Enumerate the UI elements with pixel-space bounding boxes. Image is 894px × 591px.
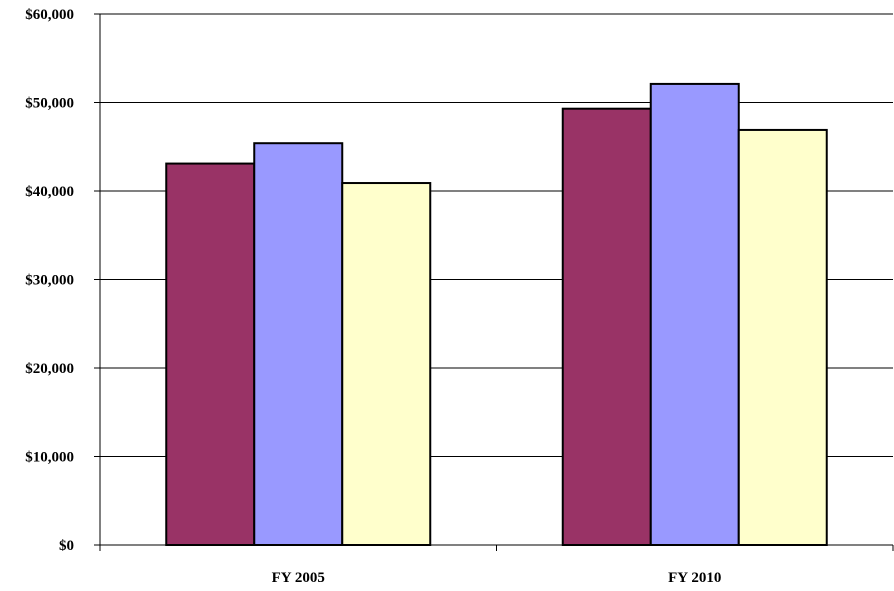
y-tick-label: $10,000 — [25, 450, 74, 466]
bar — [253, 142, 344, 547]
y-tick-labels: $0 $10,000 $20,000 $30,000 $40,000 $50,000 $60… — [25, 7, 74, 554]
bar — [165, 162, 256, 546]
x-tick-labels: FY 2005 FY 2010 — [272, 570, 722, 586]
y-tick-label: $50,000 — [25, 96, 74, 112]
y-tick-label: $0 — [59, 538, 74, 554]
bar — [341, 182, 432, 546]
x-tick-label: FY 2010 — [668, 570, 721, 586]
y-tick-label: $30,000 — [25, 273, 74, 289]
y-tick-label: $40,000 — [25, 184, 74, 200]
y-tick-label: $20,000 — [25, 361, 74, 377]
bar — [737, 128, 828, 546]
y-tick-label: $60,000 — [25, 7, 74, 23]
bars — [165, 82, 828, 547]
x-tick-label: FY 2005 — [272, 570, 325, 586]
bar — [649, 82, 740, 546]
axes — [94, 13, 894, 551]
bar — [561, 107, 652, 546]
